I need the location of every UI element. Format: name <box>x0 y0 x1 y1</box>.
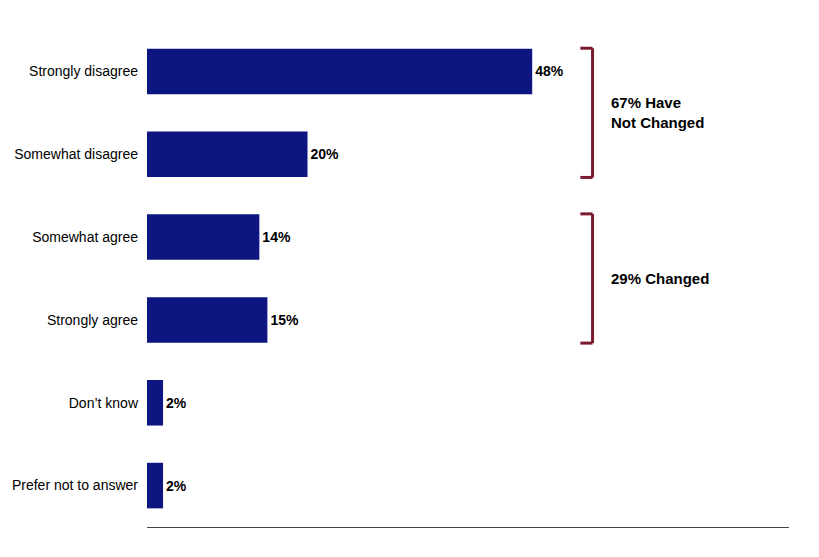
svg-text:Somewhat disagree: Somewhat disagree <box>14 146 138 162</box>
svg-text:Somewhat agree: Somewhat agree <box>32 229 138 245</box>
svg-text:2%: 2% <box>166 478 187 494</box>
svg-text:Prefer not to answer: Prefer not to answer <box>12 477 138 493</box>
svg-text:15%: 15% <box>270 312 299 328</box>
svg-text:48%: 48% <box>535 63 564 79</box>
svg-text:Don’t know: Don’t know <box>69 395 139 411</box>
svg-text:29% Changed: 29% Changed <box>611 270 709 287</box>
svg-text:Strongly disagree: Strongly disagree <box>29 63 138 79</box>
svg-text:20%: 20% <box>311 146 340 162</box>
svg-text:67% HaveNot Changed: 67% HaveNot Changed <box>611 94 704 131</box>
svg-text:2%: 2% <box>166 395 187 411</box>
svg-text:14%: 14% <box>262 229 291 245</box>
svg-text:Strongly agree: Strongly agree <box>47 312 138 328</box>
